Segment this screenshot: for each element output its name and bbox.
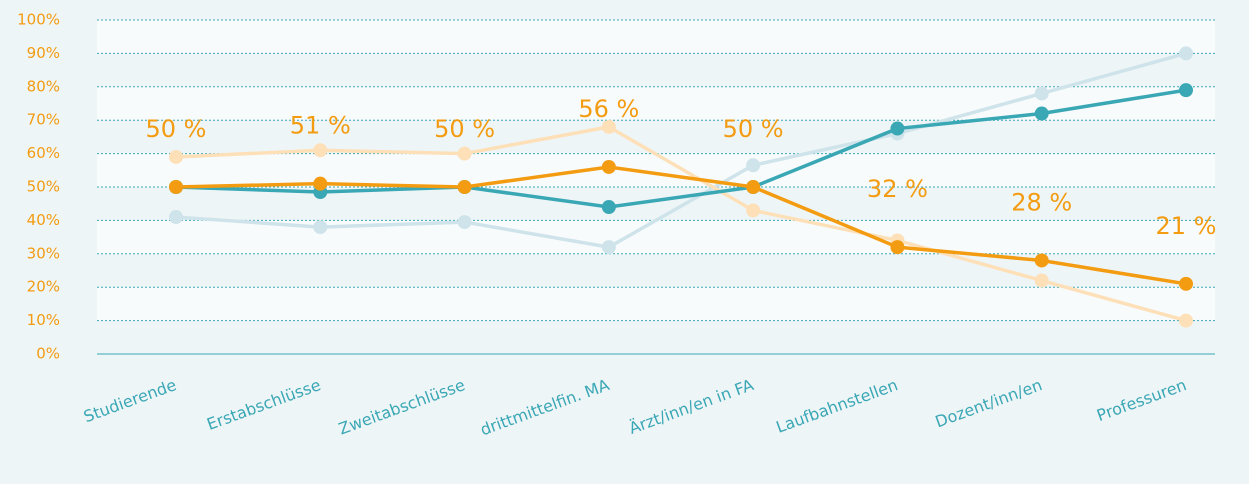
- point: [457, 215, 472, 230]
- grid-band: [97, 20, 1215, 54]
- data-label: 56 %: [578, 95, 639, 123]
- series-line: [175, 165, 1187, 286]
- grid-band: [97, 287, 1215, 321]
- y-tick-label: 20%: [27, 278, 60, 296]
- point: [746, 203, 761, 218]
- data-label: 21 %: [1156, 212, 1217, 240]
- point: [1179, 313, 1193, 328]
- point: [601, 159, 616, 174]
- series-line: [175, 88, 1187, 209]
- point: [1034, 253, 1049, 268]
- point: [746, 158, 761, 173]
- data-label: 28 %: [1011, 188, 1072, 216]
- point: [601, 200, 616, 215]
- point: [313, 176, 328, 191]
- point: [313, 143, 328, 158]
- point: [1179, 83, 1193, 98]
- y-tick-label: 30%: [27, 244, 60, 262]
- y-tick-label: 60%: [27, 144, 60, 162]
- x-tick-label: Professuren: [1094, 375, 1189, 425]
- x-tick-label: Laufbahnstellen: [773, 375, 900, 437]
- point: [890, 240, 905, 255]
- data-label: 50 %: [723, 115, 784, 143]
- y-tick-label: 0%: [36, 345, 60, 363]
- data-label: 50 %: [146, 115, 207, 143]
- point: [457, 180, 472, 194]
- x-tick-label: Ärzt/inn/en in FA: [626, 375, 756, 438]
- point: [169, 149, 183, 164]
- point: [890, 121, 905, 136]
- point: [1034, 86, 1049, 101]
- y-tick-label: 90%: [27, 44, 60, 62]
- point: [1179, 276, 1193, 291]
- y-tick-label: 50%: [27, 178, 60, 196]
- grid-band: [97, 220, 1215, 254]
- point: [1179, 46, 1193, 61]
- y-tick-label: 10%: [27, 311, 60, 329]
- x-tick-label: Erstabschlüsse: [204, 375, 323, 434]
- point: [169, 180, 183, 194]
- grid-band: [97, 153, 1215, 187]
- point: [601, 119, 616, 134]
- x-tick-label: Zweitabschlüsse: [336, 375, 467, 438]
- point: [313, 220, 328, 235]
- data-label: 50 %: [434, 115, 495, 143]
- series-line: [175, 125, 1187, 323]
- point: [601, 240, 616, 255]
- data-label: 51 %: [290, 112, 351, 140]
- y-tick-label: 70%: [27, 111, 60, 129]
- y-tick-label: 80%: [27, 77, 60, 95]
- y-tick-label: 100%: [17, 11, 60, 29]
- point: [746, 180, 761, 194]
- x-tick-label: Studierende: [81, 375, 179, 426]
- series-line: [175, 51, 1187, 249]
- point: [1034, 106, 1049, 121]
- y-tick-label: 40%: [27, 211, 60, 229]
- point: [1034, 273, 1049, 288]
- x-tick-label: drittmittelfin. MA: [478, 375, 612, 439]
- x-tick-label: Dozent/inn/en: [933, 375, 1045, 431]
- point: [169, 210, 183, 225]
- point: [457, 146, 472, 161]
- data-label: 32 %: [867, 175, 928, 203]
